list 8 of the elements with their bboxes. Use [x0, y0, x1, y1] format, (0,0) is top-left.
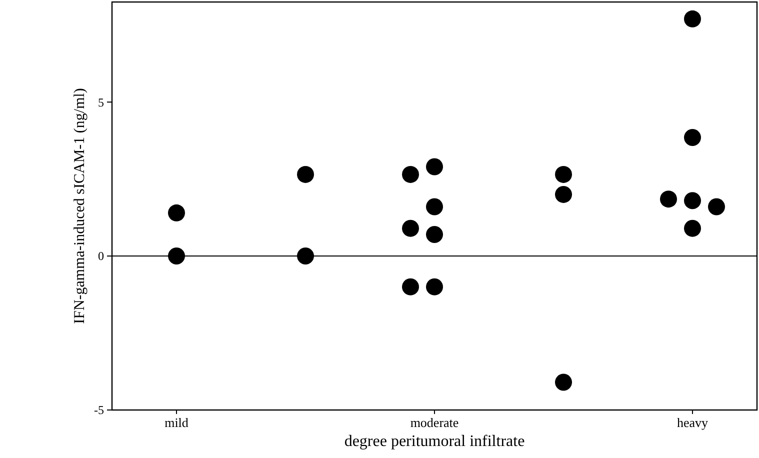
x-tick-label: heavy	[676, 415, 709, 430]
y-tick-label: 5	[98, 95, 104, 110]
x-tick-label: mild	[164, 415, 189, 430]
y-tick-label: -5	[94, 403, 104, 418]
y-tick-label: 0	[98, 249, 104, 264]
x-tick-label: moderate	[410, 415, 459, 430]
x-axis-title: degree peritumoral infiltrate	[344, 433, 525, 450]
y-axis-title: IFN-gamma-induced sICAM-1 (ng/ml)	[72, 88, 88, 324]
